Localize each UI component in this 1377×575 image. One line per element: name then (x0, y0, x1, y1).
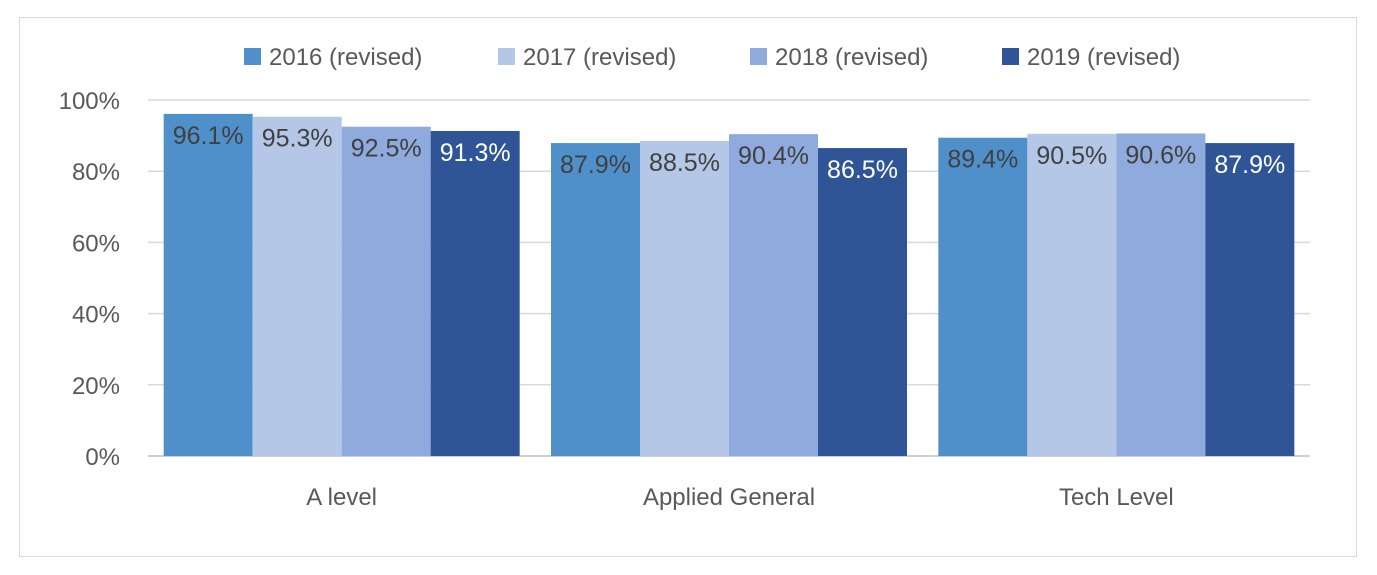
data-label: 96.1% (173, 122, 244, 150)
bar (551, 143, 640, 457)
x-tick-label: A level (306, 484, 377, 511)
bar (1027, 133, 1117, 456)
data-label: 87.9% (560, 151, 631, 179)
data-label: 95.3% (262, 125, 333, 153)
bar (640, 140, 729, 456)
data-label: 91.3% (440, 139, 511, 167)
legend-swatch (1002, 48, 1019, 65)
data-label: 90.5% (1036, 142, 1107, 170)
x-tick-label: Tech Level (1059, 484, 1174, 511)
legend: 2016 (revised) 2017 (revised) 2018 (revise… (244, 44, 1180, 71)
bars (163, 113, 1295, 457)
x-axis: A level Applied General Tech Level (306, 484, 1173, 511)
bar (1205, 143, 1295, 457)
data-label: 90.6% (1125, 141, 1196, 169)
data-label: 90.4% (738, 142, 809, 170)
legend-label: 2019 (revised) (1027, 44, 1180, 71)
data-label: 88.5% (649, 149, 720, 177)
bar (163, 113, 253, 456)
y-tick-label: 60% (72, 230, 120, 257)
bar (430, 130, 520, 457)
bar (252, 116, 342, 457)
data-label: 87.9% (1214, 151, 1285, 179)
bar (938, 137, 1028, 456)
bar (1116, 133, 1206, 457)
bar (729, 134, 818, 456)
data-label: 92.5% (351, 135, 422, 163)
legend-swatch (750, 48, 767, 65)
y-tick-label: 20% (72, 373, 120, 400)
bar (818, 148, 907, 456)
x-tick-label: Applied General (643, 484, 815, 511)
data-labels: 96.1% 95.3% 92.5% 91.3% 87.9% 88.5% 90.4% 86.5%… (173, 122, 1286, 184)
y-tick-label: 40% (72, 302, 120, 329)
y-axis: 0% 20% 40% 60% 80% 100% (59, 88, 120, 471)
y-tick-label: 100% (59, 88, 120, 115)
data-label: 89.4% (947, 146, 1018, 174)
legend-swatch (244, 48, 261, 65)
y-tick-label: 80% (72, 159, 120, 186)
legend-label: 2016 (revised) (269, 44, 422, 71)
bar (341, 126, 431, 456)
legend-swatch (498, 48, 515, 65)
y-tick-label: 0% (85, 444, 120, 471)
legend-label: 2018 (revised) (775, 44, 928, 71)
data-label: 86.5% (827, 156, 898, 184)
legend-label: 2017 (revised) (523, 44, 676, 71)
